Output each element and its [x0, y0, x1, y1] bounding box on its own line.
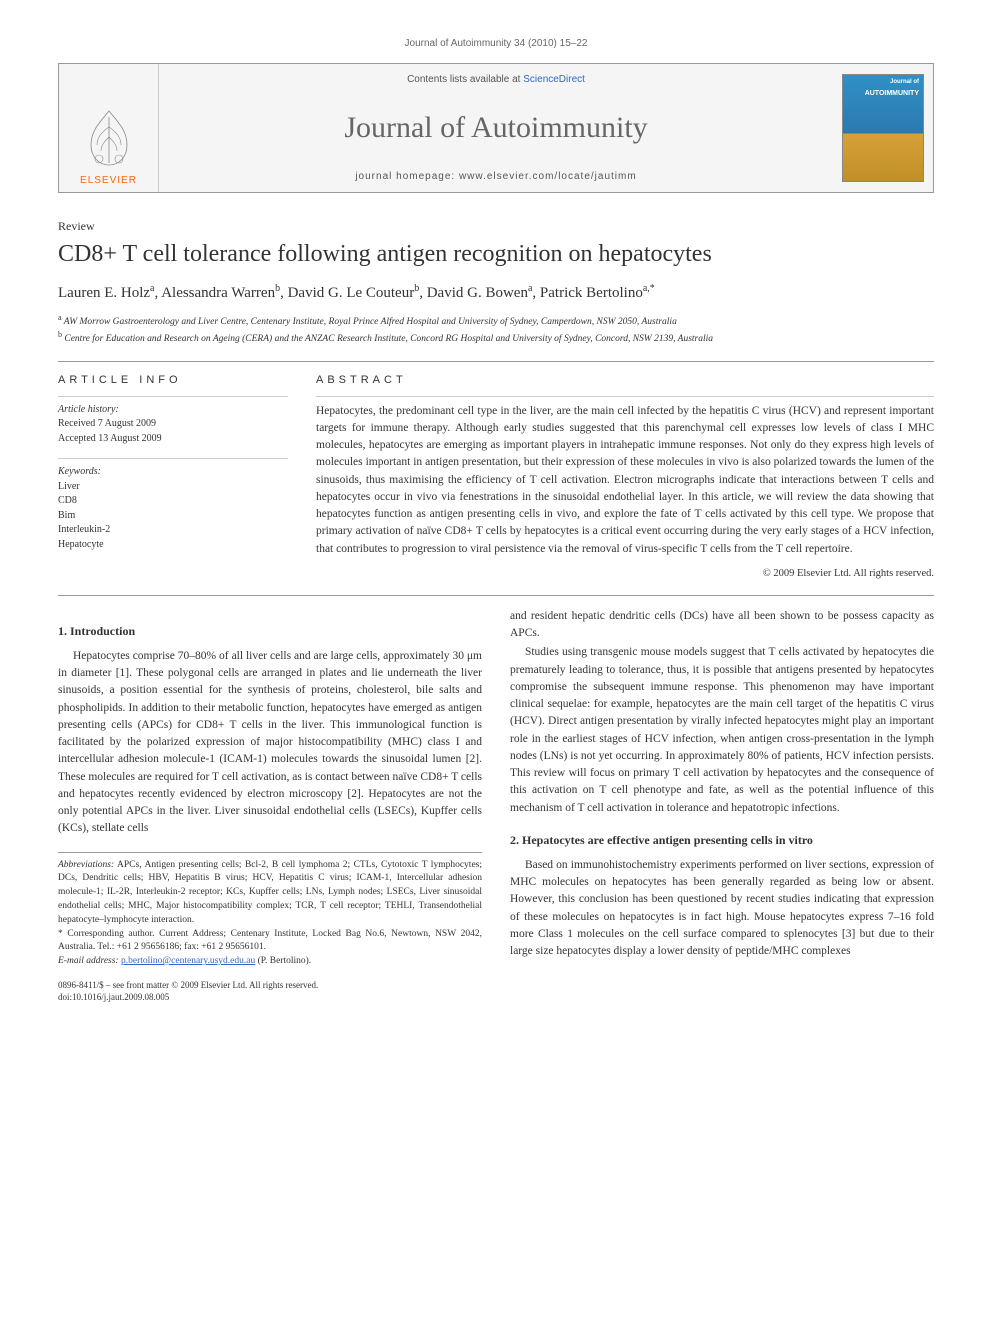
body-paragraph: Based on immunohistochemistry experiment…	[510, 857, 934, 961]
publisher-logo-block: ELSEVIER	[59, 64, 159, 192]
running-header: Journal of Autoimmunity 34 (2010) 15–22	[58, 38, 934, 49]
abstract-column: ABSTRACT Hepatocytes, the predominant ce…	[316, 374, 934, 579]
abstract-copyright: © 2009 Elsevier Ltd. All rights reserved…	[316, 568, 934, 579]
keywords-block: Keywords: Liver CD8 Bim Interleukin-2 He…	[58, 458, 288, 552]
issn-line: 0896-8411/$ – see front matter © 2009 El…	[58, 979, 934, 992]
body-paragraph: Hepatocytes comprise 70–80% of all liver…	[58, 648, 482, 838]
received-date: Received 7 August 2009	[58, 417, 288, 432]
homepage-url[interactable]: www.elsevier.com/locate/jautimm	[459, 171, 637, 182]
affiliations: a AW Morrow Gastroenterology and Liver C…	[58, 312, 934, 347]
contents-available-line: Contents lists available at ScienceDirec…	[407, 74, 585, 85]
body-paragraph: and resident hepatic dendritic cells (DC…	[510, 608, 934, 643]
affiliation: a AW Morrow Gastroenterology and Liver C…	[58, 312, 934, 329]
masthead: ELSEVIER Contents lists available at Sci…	[58, 63, 934, 193]
footer: 0896-8411/$ – see front matter © 2009 El…	[58, 979, 934, 1004]
divider	[58, 595, 934, 596]
body-paragraph: Studies using transgenic mouse models su…	[510, 644, 934, 817]
publisher-name: ELSEVIER	[80, 175, 137, 186]
contents-prefix: Contents lists available at	[407, 74, 523, 85]
author: Lauren E. Holza	[58, 285, 155, 301]
footnotes: Abbreviations: APCs, Antigen presenting …	[58, 852, 482, 969]
keyword: Hepatocyte	[58, 538, 288, 553]
corresponding-author-note: * Corresponding author. Current Address;…	[58, 928, 482, 956]
body-columns: 1. Introduction Hepatocytes comprise 70–…	[58, 608, 934, 969]
divider	[58, 361, 934, 362]
article-history-block: Article history: Received 7 August 2009 …	[58, 396, 288, 447]
keyword: Bim	[58, 509, 288, 524]
keywords-label: Keywords:	[58, 465, 288, 480]
article-info-column: ARTICLE INFO Article history: Received 7…	[58, 374, 288, 579]
affiliation: b Centre for Education and Research on A…	[58, 329, 934, 346]
abstract-text: Hepatocytes, the predominant cell type i…	[316, 396, 934, 558]
cover-thumb-title-bottom: AUTOIMMUNITY	[843, 86, 923, 98]
section-1-title: 1. Introduction	[58, 622, 482, 640]
sciencedirect-link[interactable]: ScienceDirect	[523, 74, 585, 85]
article-info-heading: ARTICLE INFO	[58, 374, 288, 386]
article-history-label: Article history:	[58, 403, 288, 418]
accepted-date: Accepted 13 August 2009	[58, 432, 288, 447]
author: Patrick Bertolinoa,*	[540, 285, 655, 301]
author: David G. Le Couteurb	[288, 285, 420, 301]
email-link[interactable]: p.bertolino@centenary.usyd.edu.au	[121, 956, 255, 966]
journal-name: Journal of Autoimmunity	[344, 111, 647, 145]
author: David G. Bowena	[427, 285, 533, 301]
doi-line: doi:10.1016/j.jaut.2009.08.005	[58, 991, 934, 1004]
article-title: CD8+ T cell tolerance following antigen …	[58, 240, 934, 269]
section-2-title: 2. Hepatocytes are effective antigen pre…	[510, 831, 934, 849]
authors-line: Lauren E. Holza, Alessandra Warrenb, Dav…	[58, 283, 934, 302]
page: Journal of Autoimmunity 34 (2010) 15–22 …	[0, 0, 992, 1034]
cover-thumbnail: Journal of AUTOIMMUNITY	[842, 74, 924, 182]
info-abstract-row: ARTICLE INFO Article history: Received 7…	[58, 374, 934, 579]
abbreviations-note: Abbreviations: APCs, Antigen presenting …	[58, 859, 482, 928]
article-type: Review	[58, 219, 934, 234]
cover-thumb-title-top: Journal of	[843, 75, 923, 86]
elsevier-tree-icon	[79, 103, 139, 173]
keyword: CD8	[58, 494, 288, 509]
homepage-prefix: journal homepage:	[355, 171, 459, 182]
keyword: Liver	[58, 480, 288, 495]
homepage-line: journal homepage: www.elsevier.com/locat…	[355, 171, 636, 182]
author: Alessandra Warrenb	[161, 285, 280, 301]
abstract-heading: ABSTRACT	[316, 374, 934, 386]
masthead-center: Contents lists available at ScienceDirec…	[159, 64, 833, 192]
email-note: E-mail address: p.bertolino@centenary.us…	[58, 955, 482, 969]
masthead-cover: Journal of AUTOIMMUNITY	[833, 64, 933, 192]
keyword: Interleukin-2	[58, 523, 288, 538]
